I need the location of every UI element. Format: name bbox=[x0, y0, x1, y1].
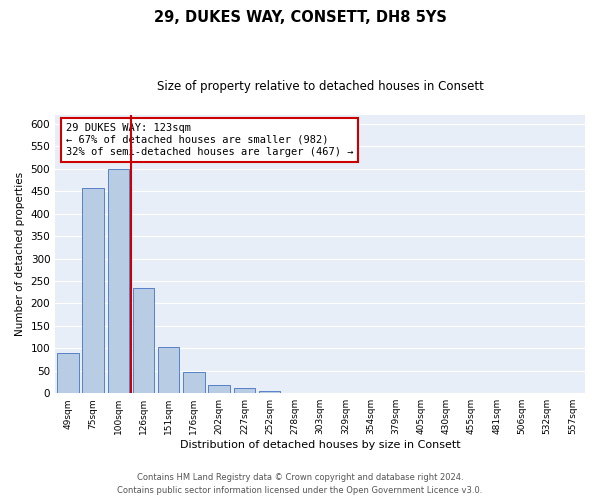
Bar bbox=[57, 353, 79, 393]
Bar bbox=[107, 169, 129, 393]
X-axis label: Distribution of detached houses by size in Consett: Distribution of detached houses by size … bbox=[180, 440, 460, 450]
Text: 29, DUKES WAY, CONSETT, DH8 5YS: 29, DUKES WAY, CONSETT, DH8 5YS bbox=[154, 10, 446, 25]
Title: Size of property relative to detached houses in Consett: Size of property relative to detached ho… bbox=[157, 80, 484, 93]
Bar bbox=[259, 390, 280, 393]
Bar bbox=[208, 384, 230, 393]
Text: Contains HM Land Registry data © Crown copyright and database right 2024.
Contai: Contains HM Land Registry data © Crown c… bbox=[118, 474, 482, 495]
Bar bbox=[82, 188, 104, 393]
Bar bbox=[158, 346, 179, 393]
Text: 29 DUKES WAY: 123sqm
← 67% of detached houses are smaller (982)
32% of semi-deta: 29 DUKES WAY: 123sqm ← 67% of detached h… bbox=[66, 124, 353, 156]
Bar bbox=[133, 288, 154, 393]
Bar bbox=[183, 372, 205, 393]
Bar bbox=[233, 388, 255, 393]
Y-axis label: Number of detached properties: Number of detached properties bbox=[15, 172, 25, 336]
